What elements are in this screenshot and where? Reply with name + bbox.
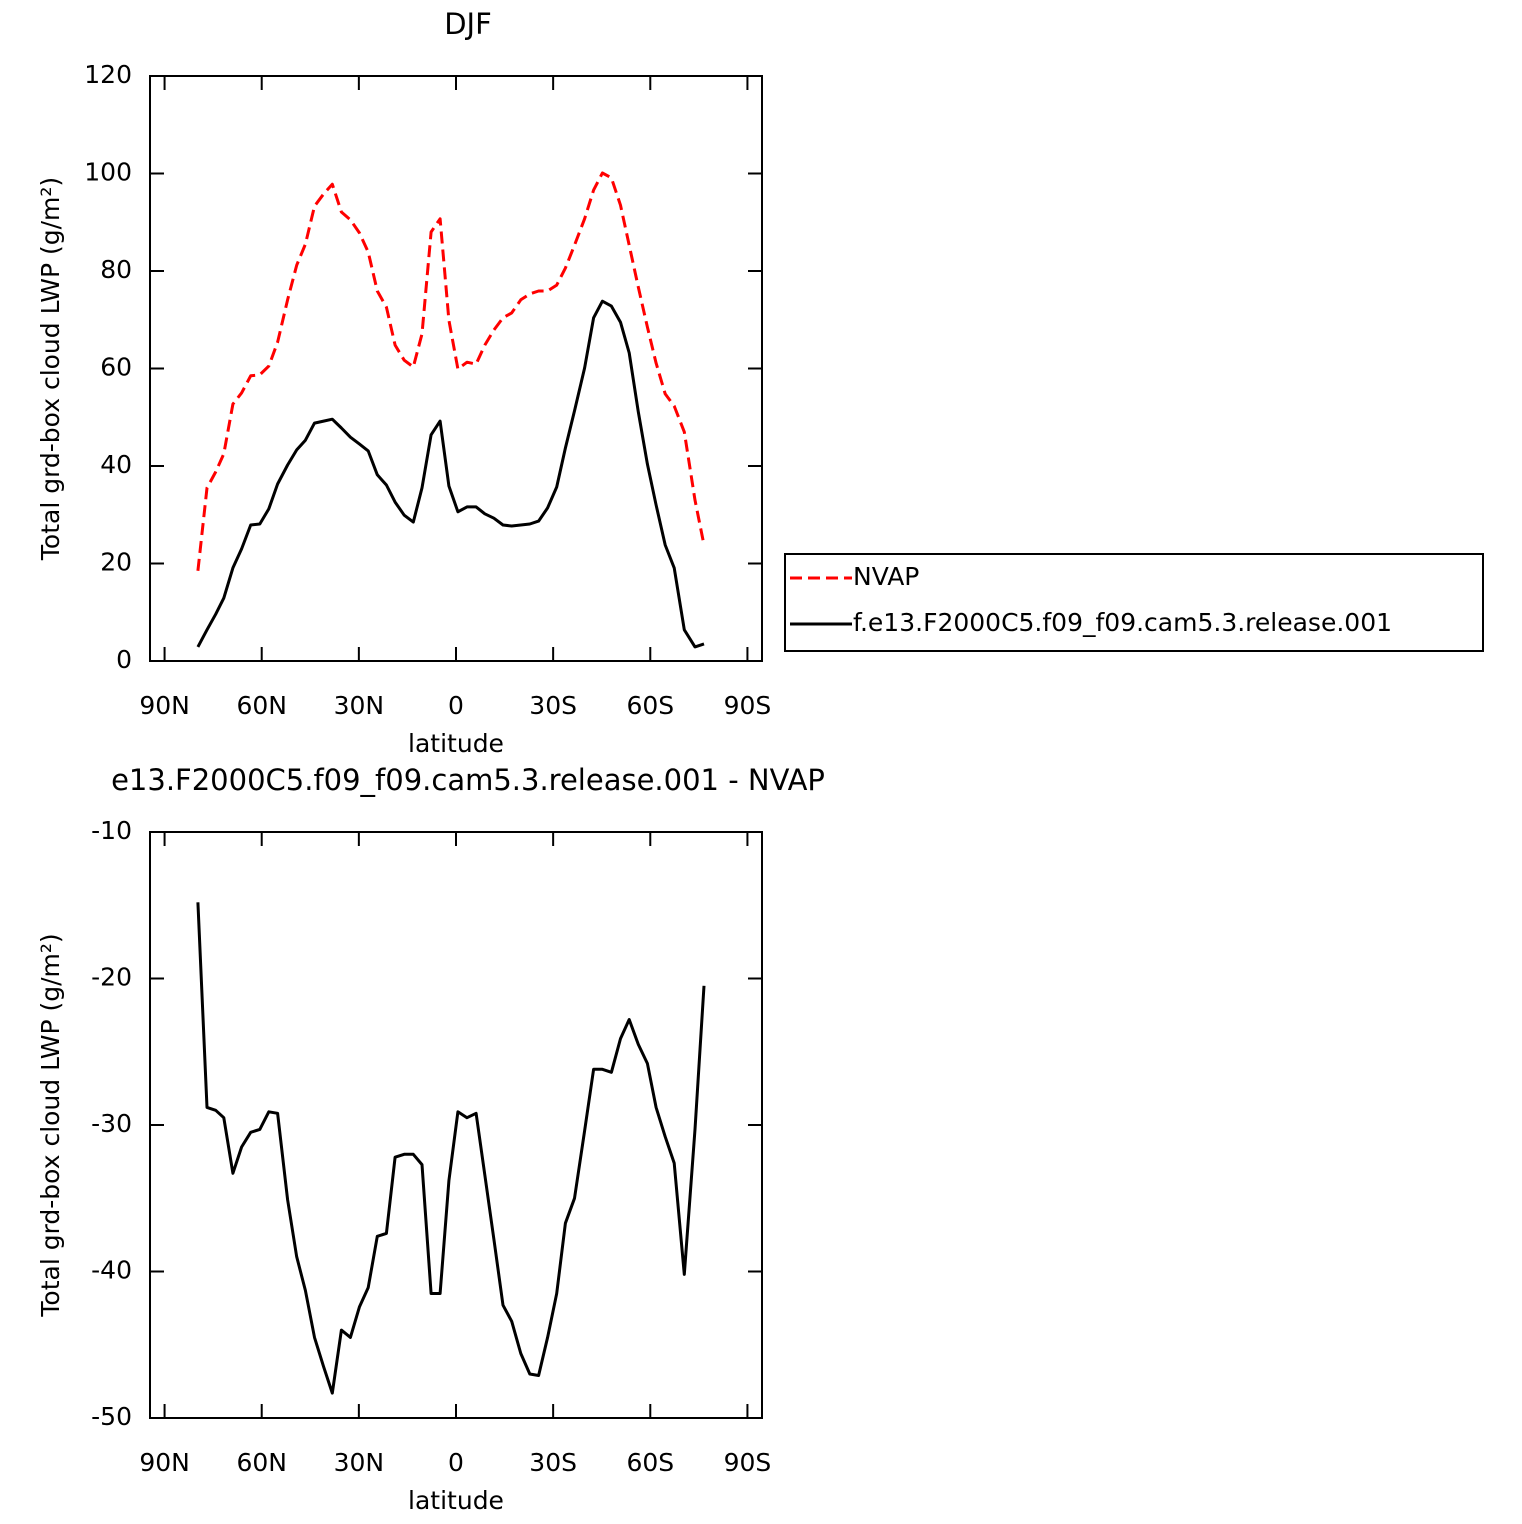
data-line bbox=[196, 299, 705, 649]
y-axis-label: Total grd-box cloud LWP (g/m²) bbox=[36, 933, 65, 1317]
y-tick-label: 80 bbox=[100, 255, 132, 284]
y-axis-label: Total grd-box cloud LWP (g/m²) bbox=[36, 177, 65, 561]
y-tick-label: -30 bbox=[91, 1109, 132, 1138]
x-tick-label: 90N bbox=[139, 1448, 190, 1477]
y-tick-label: 120 bbox=[84, 60, 132, 89]
x-tick-label: 60S bbox=[626, 691, 674, 720]
data-line bbox=[196, 902, 706, 1395]
x-tick-label: 30S bbox=[529, 691, 577, 720]
y-tick-label: -20 bbox=[91, 963, 132, 992]
plot-frame bbox=[149, 75, 763, 662]
y-tick-label: 40 bbox=[100, 450, 132, 479]
y-tick-label: 20 bbox=[100, 548, 132, 577]
legend-label: NVAP bbox=[853, 562, 919, 591]
x-tick-label: 60N bbox=[236, 691, 287, 720]
y-tick-label: 60 bbox=[100, 353, 132, 382]
x-tick-label: 60S bbox=[626, 1448, 674, 1477]
y-tick-label: -10 bbox=[91, 816, 132, 845]
legend-box bbox=[784, 553, 1484, 652]
legend-label: f.e13.F2000C5.f09_f09.cam5.3.release.001 bbox=[853, 608, 1392, 637]
chart-title: DJF bbox=[444, 7, 492, 41]
x-tick-label: 30N bbox=[334, 691, 385, 720]
x-tick-label: 90N bbox=[139, 691, 190, 720]
y-tick-label: -40 bbox=[91, 1256, 132, 1285]
y-tick-label: 0 bbox=[116, 645, 132, 674]
data-line bbox=[196, 171, 706, 571]
x-tick-label: 0 bbox=[448, 691, 464, 720]
x-tick-label: 90S bbox=[724, 691, 772, 720]
x-tick-label: 30N bbox=[334, 1448, 385, 1477]
y-tick-label: -50 bbox=[91, 1402, 132, 1431]
chart-title: e13.F2000C5.f09_f09.cam5.3.release.001 -… bbox=[111, 763, 825, 797]
x-tick-label: 60N bbox=[236, 1448, 287, 1477]
x-tick-label: 30S bbox=[529, 1448, 577, 1477]
y-tick-label: 100 bbox=[84, 158, 132, 187]
x-tick-label: 0 bbox=[448, 1448, 464, 1477]
x-axis-label: latitude bbox=[408, 1486, 504, 1515]
x-tick-label: 90S bbox=[724, 1448, 772, 1477]
x-axis-label: latitude bbox=[408, 729, 504, 758]
